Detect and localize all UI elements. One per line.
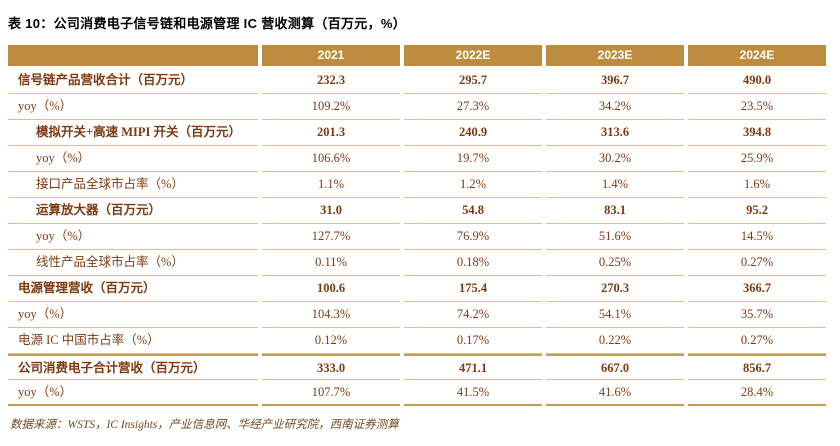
cell-value: 54.1% <box>546 302 684 328</box>
cell-value: 0.27% <box>688 250 826 276</box>
cell-value: 394.8 <box>688 120 826 146</box>
cell-value: 313.6 <box>546 120 684 146</box>
cell-value: 28.4% <box>688 380 826 406</box>
cell-value: 856.7 <box>688 354 826 380</box>
header-col-2024e: 2024E <box>688 45 826 66</box>
row-label: yoy（%） <box>8 146 258 172</box>
cell-value: 31.0 <box>262 198 400 224</box>
cell-value: 0.25% <box>546 250 684 276</box>
cell-value: 0.11% <box>262 250 400 276</box>
cell-value: 270.3 <box>546 276 684 302</box>
cell-value: 30.2% <box>546 146 684 172</box>
cell-value: 25.9% <box>688 146 826 172</box>
cell-value: 1.2% <box>404 172 542 198</box>
row-label: yoy（%） <box>8 302 258 328</box>
cell-value: 240.9 <box>404 120 542 146</box>
row-label: 模拟开关+高速 MIPI 开关（百万元） <box>8 120 258 146</box>
cell-value: 471.1 <box>404 354 542 380</box>
header-stub-cell <box>8 45 258 66</box>
table-row: yoy（%） 106.6% 19.7% 30.2% 25.9% <box>8 146 828 172</box>
cell-value: 41.6% <box>546 380 684 406</box>
cell-value: 0.27% <box>688 328 826 354</box>
cell-value: 175.4 <box>404 276 542 302</box>
row-label: 线性产品全球市占率（%） <box>8 250 258 276</box>
cell-value: 104.3% <box>262 302 400 328</box>
cell-value: 333.0 <box>262 354 400 380</box>
table-title: 表 10：公司消费电子信号链和电源管理 IC 营收测算（百万元，%） <box>8 16 407 31</box>
cell-value: 100.6 <box>262 276 400 302</box>
cell-value: 1.4% <box>546 172 684 198</box>
row-label: 信号链产品营收合计（百万元） <box>8 68 258 94</box>
cell-value: 95.2 <box>688 198 826 224</box>
row-label: 公司消费电子合计营收（百万元） <box>8 354 258 380</box>
row-label: 运算放大器（百万元） <box>8 198 258 224</box>
row-label: yoy（%） <box>8 94 258 120</box>
cell-value: 295.7 <box>404 68 542 94</box>
cell-value: 34.2% <box>546 94 684 120</box>
table-row: 线性产品全球市占率（%） 0.11% 0.18% 0.25% 0.27% <box>8 250 828 276</box>
cell-value: 14.5% <box>688 224 826 250</box>
table-row: yoy（%） 107.7% 41.5% 41.6% 28.4% <box>8 380 828 406</box>
cell-value: 1.1% <box>262 172 400 198</box>
cell-value: 366.7 <box>688 276 826 302</box>
cell-value: 490.0 <box>688 68 826 94</box>
cell-value: 0.18% <box>404 250 542 276</box>
cell-value: 127.7% <box>262 224 400 250</box>
table-body: 信号链产品营收合计（百万元） 232.3 295.7 396.7 490.0 y… <box>8 68 828 406</box>
cell-value: 41.5% <box>404 380 542 406</box>
row-label: 电源管理营收（百万元） <box>8 276 258 302</box>
cell-value: 76.9% <box>404 224 542 250</box>
header-col-2022e: 2022E <box>404 45 542 66</box>
table-header: 2021 2022E 2023E 2024E <box>8 45 828 66</box>
table-row: 接口产品全球市占率（%） 1.1% 1.2% 1.4% 1.6% <box>8 172 828 198</box>
cell-value: 51.6% <box>546 224 684 250</box>
cell-value: 106.6% <box>262 146 400 172</box>
cell-value: 27.3% <box>404 94 542 120</box>
table-row: 电源 IC 中国市占率（%） 0.12% 0.17% 0.22% 0.27% <box>8 328 828 354</box>
table-row: 信号链产品营收合计（百万元） 232.3 295.7 396.7 490.0 <box>8 68 828 94</box>
cell-value: 201.3 <box>262 120 400 146</box>
cell-value: 1.6% <box>688 172 826 198</box>
data-source-note: 数据来源：WSTS，IC Insights，产业信息网、华经产业研究院，西南证券… <box>10 419 399 431</box>
cell-value: 667.0 <box>546 354 684 380</box>
cell-value: 54.8 <box>404 198 542 224</box>
cell-value: 107.7% <box>262 380 400 406</box>
table-row: yoy（%） 109.2% 27.3% 34.2% 23.5% <box>8 94 828 120</box>
cell-value: 83.1 <box>546 198 684 224</box>
table-row: 模拟开关+高速 MIPI 开关（百万元） 201.3 240.9 313.6 3… <box>8 120 828 146</box>
cell-value: 0.12% <box>262 328 400 354</box>
header-col-2023e: 2023E <box>546 45 684 66</box>
cell-value: 74.2% <box>404 302 542 328</box>
row-label: 接口产品全球市占率（%） <box>8 172 258 198</box>
cell-value: 232.3 <box>262 68 400 94</box>
cell-value: 109.2% <box>262 94 400 120</box>
cell-value: 23.5% <box>688 94 826 120</box>
report-table-figure: 表 10：公司消费电子信号链和电源管理 IC 营收测算（百万元，%） 2021 … <box>8 16 828 431</box>
row-label: yoy（%） <box>8 224 258 250</box>
row-label: yoy（%） <box>8 380 258 406</box>
data-table: 2021 2022E 2023E 2024E 信号链产品营收合计（百万元） 23… <box>8 45 828 406</box>
cell-value: 396.7 <box>546 68 684 94</box>
table-row: 电源管理营收（百万元） 100.6 175.4 270.3 366.7 <box>8 276 828 302</box>
table-row: yoy（%） 104.3% 74.2% 54.1% 35.7% <box>8 302 828 328</box>
header-col-2021: 2021 <box>262 45 400 66</box>
table-row: yoy（%） 127.7% 76.9% 51.6% 14.5% <box>8 224 828 250</box>
cell-value: 0.22% <box>546 328 684 354</box>
cell-value: 0.17% <box>404 328 542 354</box>
row-label: 电源 IC 中国市占率（%） <box>8 328 258 354</box>
table-row: 运算放大器（百万元） 31.0 54.8 83.1 95.2 <box>8 198 828 224</box>
cell-value: 19.7% <box>404 146 542 172</box>
table-row: 公司消费电子合计营收（百万元） 333.0 471.1 667.0 856.7 <box>8 354 828 380</box>
cell-value: 35.7% <box>688 302 826 328</box>
